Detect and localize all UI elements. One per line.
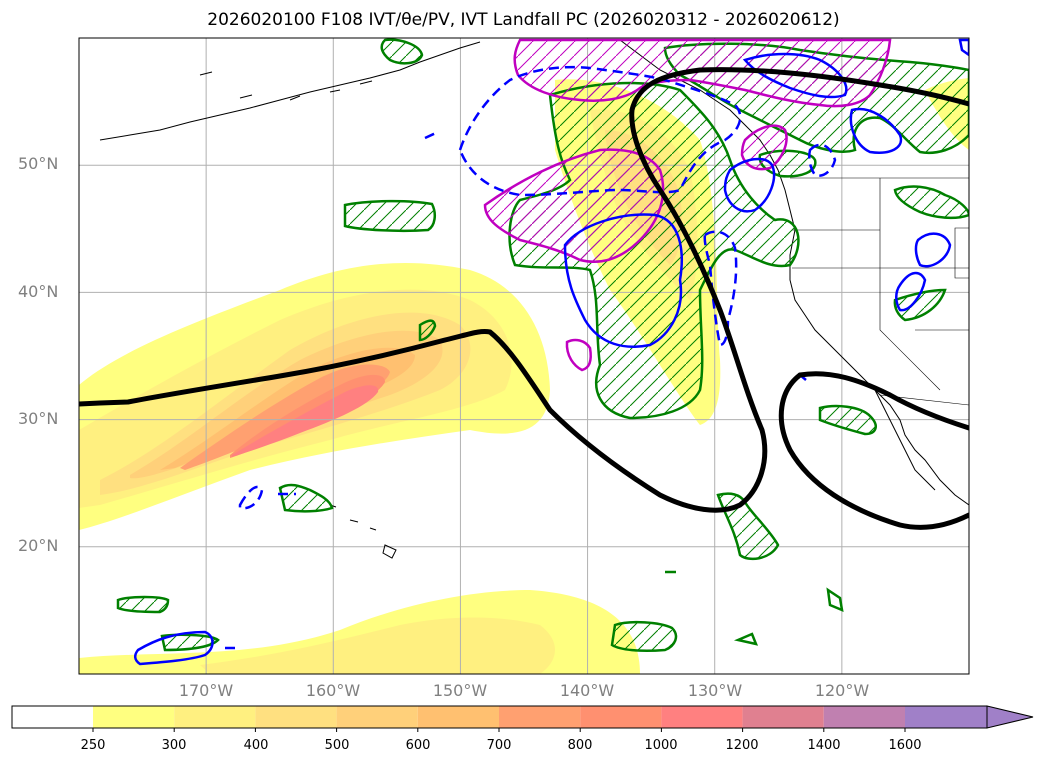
black-contour-cutoff	[778, 372, 969, 530]
colorbar-segment	[255, 706, 337, 728]
utah-border	[954, 227, 969, 279]
black-contour-east	[797, 371, 969, 431]
colorbar-label-800: 800	[567, 738, 593, 753]
green-contour-small-1	[733, 632, 759, 646]
lon-label-150w: 150°W	[432, 681, 488, 700]
blue-contour-central	[563, 213, 683, 348]
green-contour-east	[893, 185, 969, 220]
ivt-1000-area	[232, 385, 379, 457]
green-contour-hawaii-nw	[278, 483, 334, 513]
colorbar-extend-arrow	[986, 705, 1034, 729]
lat-label-50n: 50°N	[18, 154, 59, 173]
coastlines	[99, 39, 969, 559]
green-contour-dateline	[343, 199, 437, 233]
colorbar-segment	[742, 706, 824, 728]
blue-dashed-west-ak	[424, 130, 439, 140]
magenta-contour-small	[565, 338, 592, 372]
california-nevada-border	[879, 268, 941, 391]
colorbar-label-1200: 1200	[725, 738, 759, 753]
colorbar-label-1000: 1000	[644, 738, 678, 753]
lon-label-130w: 130°W	[687, 681, 743, 700]
colorbar-label-400: 400	[243, 738, 269, 753]
blue-contour-nevada	[914, 232, 952, 268]
green-contour-small-2	[826, 587, 844, 613]
lon-label-140w: 140°W	[559, 681, 615, 700]
colorbar-label-250: 250	[80, 738, 106, 753]
colorbar-label-1600: 1600	[888, 738, 922, 753]
blue-contour-southwest	[134, 630, 214, 666]
blue-contour-north	[742, 52, 848, 99]
hawaii-islands	[329, 504, 397, 559]
colorbar-label-700: 700	[486, 738, 512, 753]
magenta-contour-central	[483, 148, 665, 264]
colorbar-segment	[174, 706, 256, 728]
green-contour-south-central	[610, 620, 678, 653]
state-borders	[790, 177, 969, 406]
green-contour-mid-pacific	[418, 319, 437, 342]
map-frame	[78, 37, 970, 675]
lat-label-40n: 40°N	[18, 282, 59, 301]
blue-contour-bc	[723, 157, 776, 213]
ivt-colorbar	[11, 705, 1034, 732]
black-pv-contours	[79, 67, 969, 530]
aleutian-islands	[199, 71, 373, 101]
colorbar-segment	[823, 706, 905, 728]
colorbar-segment	[417, 706, 499, 728]
colorbar-segment	[905, 706, 987, 728]
blue-contour-ne	[849, 107, 903, 154]
blue-dashed-hawaii	[238, 485, 296, 510]
colorbar-segment	[93, 706, 175, 728]
colorbar-label-600: 600	[405, 738, 431, 753]
colorbar-label-300: 300	[161, 738, 187, 753]
blue-contour-utah	[958, 38, 969, 57]
colorbar-segment	[336, 706, 418, 728]
colorbar-segment	[580, 706, 662, 728]
baja-coast	[874, 389, 936, 491]
colorbar-segment	[499, 706, 581, 728]
colorbar-label-500: 500	[324, 738, 350, 753]
green-contour-offshore	[818, 404, 877, 436]
blue-dashed-north	[458, 65, 742, 197]
ivt-300-south-area	[200, 617, 555, 674]
blue-contour-desert	[895, 271, 927, 312]
colorbar-segment	[12, 706, 93, 728]
green-contour-sw-1	[116, 595, 170, 614]
lon-label-120w: 120°W	[814, 681, 870, 700]
blue-dashed-coast	[703, 230, 738, 347]
map-title: 2026020100 F108 IVT/θe/PV, IVT Landfall …	[207, 10, 840, 30]
blue-solid-contours	[134, 38, 969, 666]
black-contour-trough	[79, 67, 969, 513]
lon-label-170w: 170°W	[178, 681, 234, 700]
colorbar-label-1400: 1400	[807, 738, 841, 753]
colorbar-segment	[661, 706, 743, 728]
lon-label-160w: 160°W	[305, 681, 361, 700]
lat-label-30n: 30°N	[18, 409, 59, 428]
blue-dashed-contours	[238, 65, 837, 510]
green-contour-west-ak	[380, 38, 424, 65]
alaska-coast	[99, 41, 481, 141]
north-america-coast	[619, 39, 969, 506]
lat-label-20n: 20°N	[18, 536, 59, 555]
blue-dashed-bc	[807, 143, 837, 177]
